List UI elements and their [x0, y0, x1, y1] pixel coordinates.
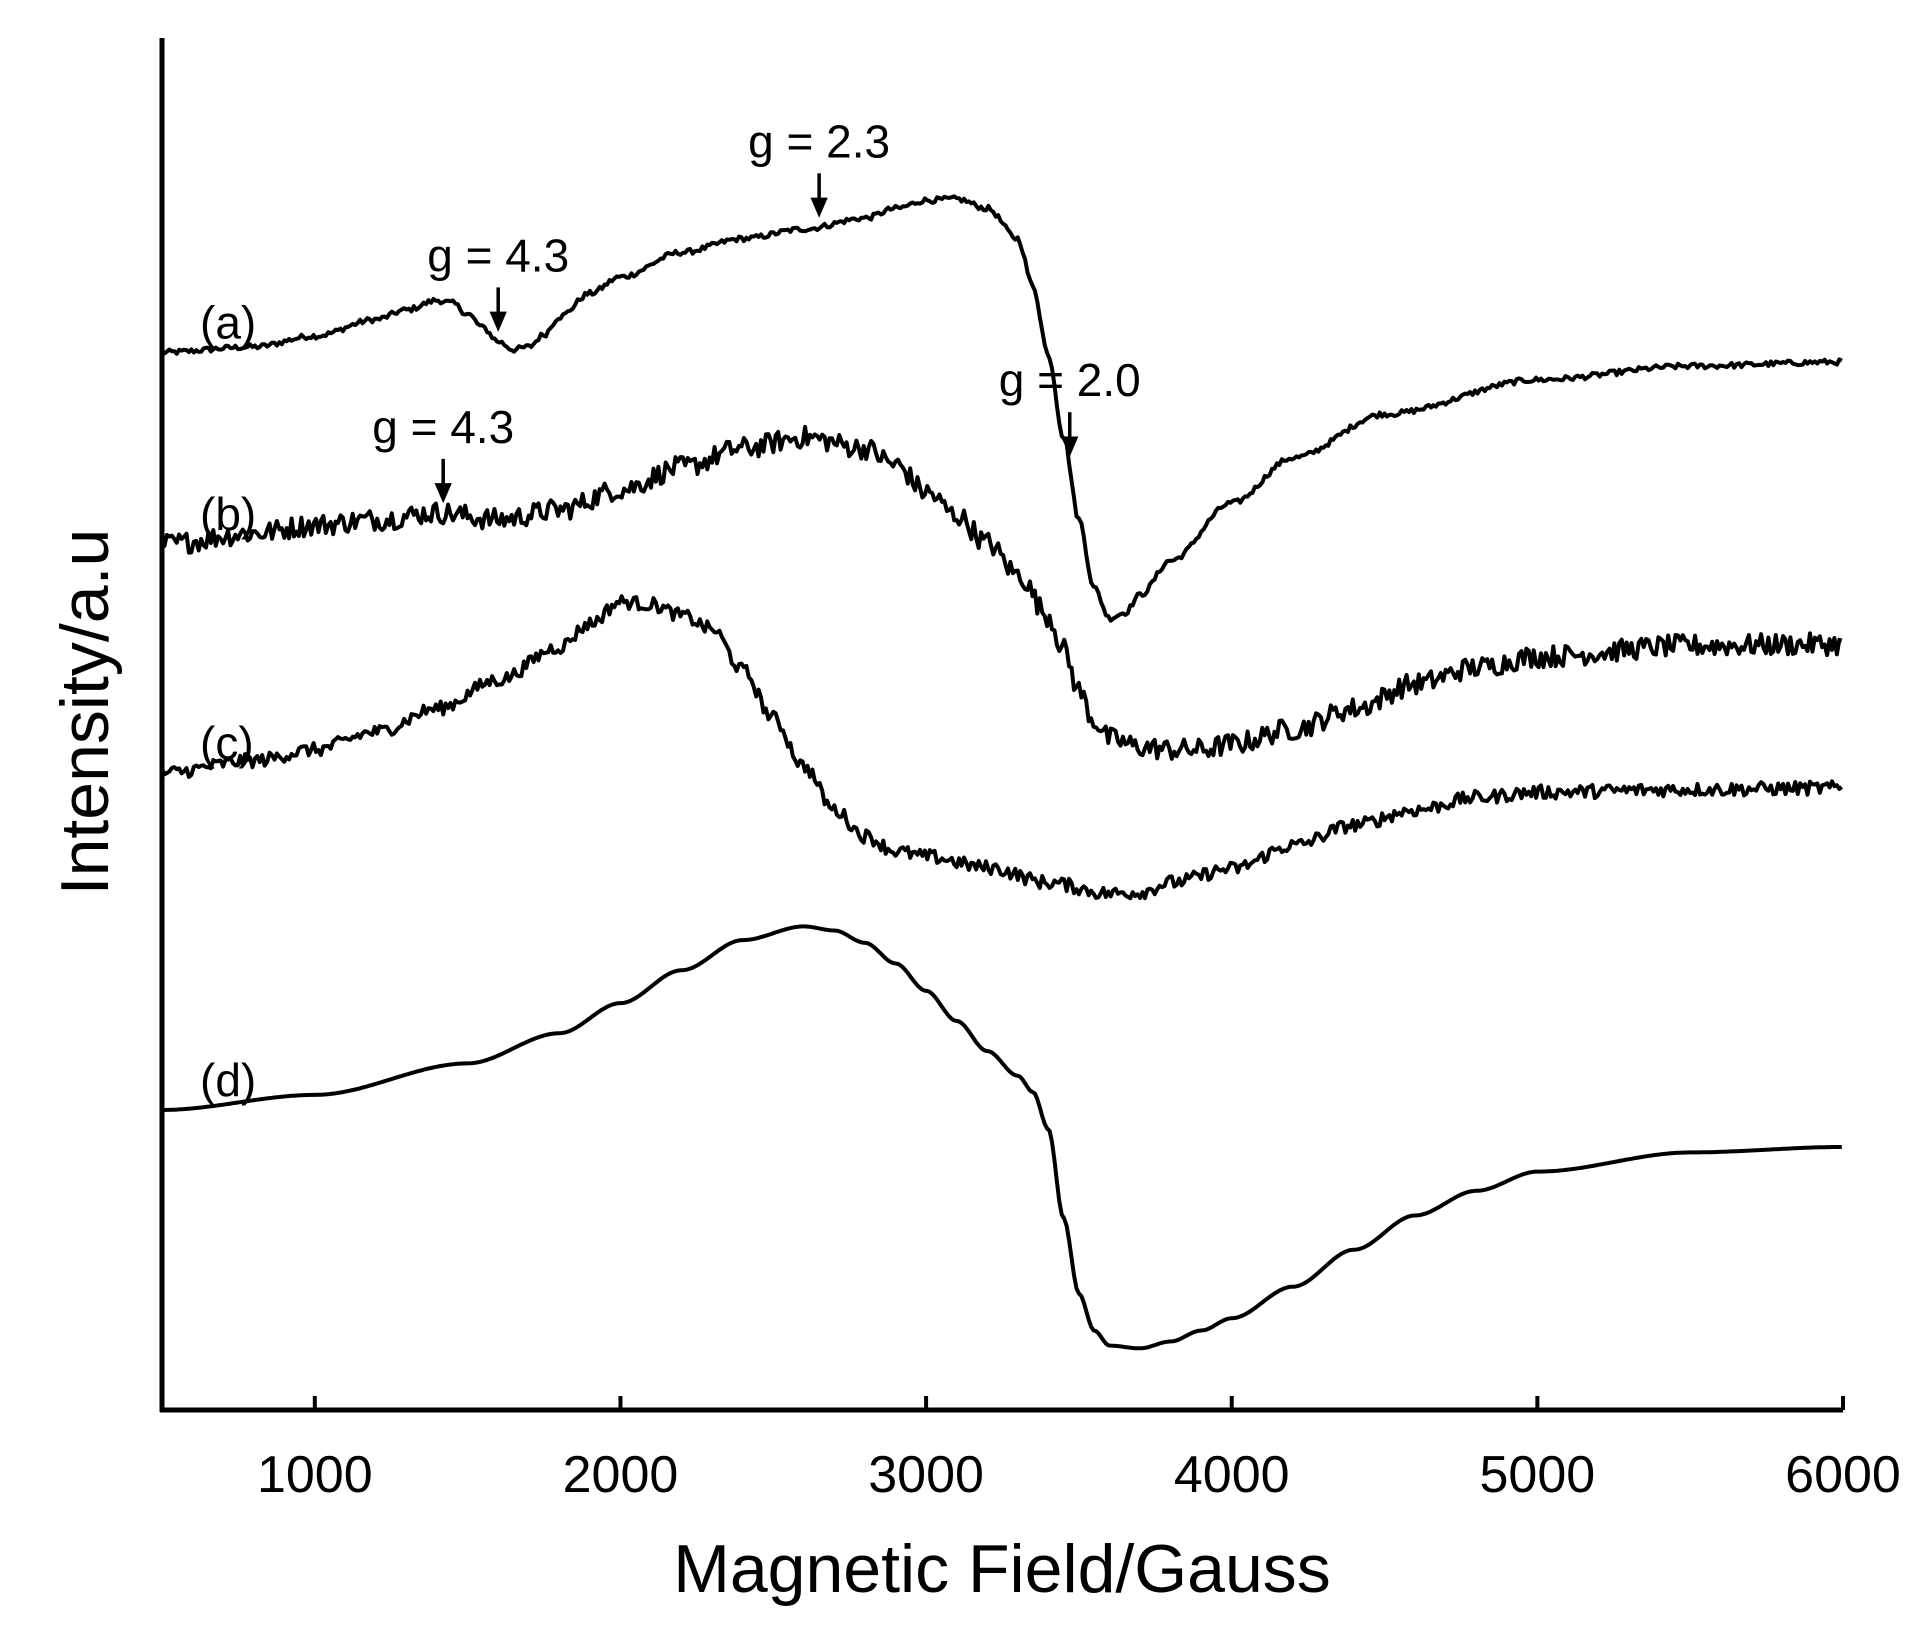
- x-tick-label: 1000: [257, 1446, 373, 1504]
- series-label-1: (a): [200, 296, 256, 348]
- series-labels: (a) (b) (c) (d): [200, 296, 256, 1106]
- series-line-3: [160, 594, 1843, 901]
- annotation-arrowhead: [489, 311, 507, 332]
- x-tick-label: 2000: [563, 1446, 679, 1504]
- annotation-label: g = 4.3: [372, 401, 514, 453]
- annotation-arrowhead: [1061, 436, 1079, 457]
- x-tick-label: 5000: [1480, 1446, 1596, 1504]
- series-label-4: (d): [200, 1054, 256, 1106]
- spectra-curves: [160, 194, 1843, 1351]
- g-value-annotations: g = 4.3 g = 2.3 g = 2.0 g = 4.3: [372, 115, 1141, 504]
- series-label-3: (c): [200, 717, 254, 769]
- series-line-2: [160, 424, 1843, 761]
- x-axis-ticks: 1000 2000 3000 4000 5000 6000: [257, 1396, 1901, 1504]
- y-axis-title: Intensity/a.u: [47, 529, 123, 896]
- series-line-1: [160, 194, 1843, 623]
- annotation-arrowhead: [810, 197, 828, 218]
- x-axis-title: Magnetic Field/Gauss: [673, 1531, 1331, 1607]
- x-tick-label: 4000: [1174, 1446, 1290, 1504]
- series-line-4: [162, 924, 1842, 1351]
- annotation-label: g = 2.3: [748, 115, 890, 167]
- annotation-label: g = 4.3: [427, 229, 569, 281]
- annotation-arrowhead: [434, 483, 452, 504]
- x-tick-label: 6000: [1785, 1446, 1901, 1504]
- x-tick-label: 3000: [868, 1446, 984, 1504]
- annotation-label: g = 2.0: [999, 354, 1141, 406]
- series-label-2: (b): [200, 488, 256, 540]
